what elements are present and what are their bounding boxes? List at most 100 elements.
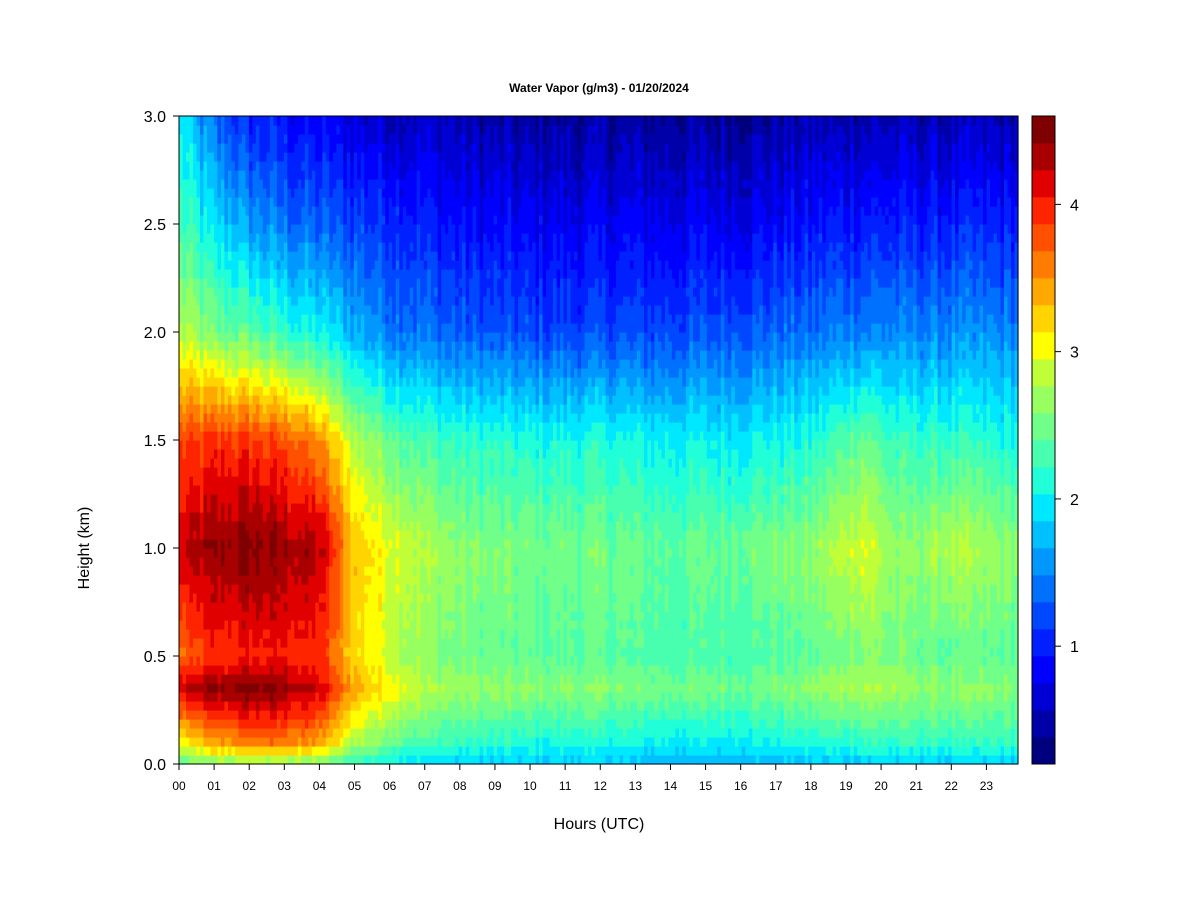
heatmap-cell xyxy=(276,359,281,369)
heatmap-cell xyxy=(259,305,264,315)
heatmap-cell xyxy=(179,368,184,378)
heatmap-cell xyxy=(213,143,219,153)
heatmap-cell xyxy=(234,278,240,288)
heatmap-cell xyxy=(420,557,425,567)
heatmap-cell xyxy=(210,116,215,126)
heatmap-cell xyxy=(203,575,208,585)
heatmap-cell xyxy=(206,332,212,342)
heatmap-cell xyxy=(234,620,240,630)
heatmap-cell xyxy=(231,494,236,504)
heatmap-cell xyxy=(210,539,215,549)
heatmap-cell xyxy=(329,521,334,531)
heatmap-cell xyxy=(199,206,205,216)
heatmap-cell xyxy=(395,251,400,261)
heatmap-cell xyxy=(262,629,267,639)
heatmap-cell xyxy=(364,530,369,540)
heatmap-cell xyxy=(266,224,271,234)
heatmap-cell xyxy=(255,404,261,414)
heatmap-cell xyxy=(339,242,344,252)
heatmap-cell xyxy=(392,530,397,540)
heatmap-cell xyxy=(304,143,309,153)
heatmap-cell xyxy=(206,215,212,225)
heatmap-cell xyxy=(179,260,184,270)
heatmap-cell xyxy=(381,476,386,486)
heatmap-cell xyxy=(245,170,250,180)
heatmap-cell xyxy=(416,593,421,603)
heatmap-cell xyxy=(245,638,250,648)
heatmap-cell xyxy=(346,134,351,144)
heatmap-cell xyxy=(402,746,407,756)
heatmap-cell xyxy=(301,278,306,288)
heatmap-cell xyxy=(294,386,299,396)
heatmap-cell xyxy=(392,647,397,657)
heatmap-cell xyxy=(206,719,212,729)
heatmap-cell xyxy=(311,125,316,135)
heatmap-cell xyxy=(269,278,274,288)
heatmap-cell xyxy=(238,521,243,531)
heatmap-cell xyxy=(203,494,208,504)
heatmap-cell xyxy=(416,476,421,486)
heatmap-cell xyxy=(287,413,292,423)
heatmap-cell xyxy=(336,647,341,657)
heatmap-cell xyxy=(402,737,407,747)
heatmap-cell xyxy=(199,233,205,243)
heatmap-cell xyxy=(395,323,400,333)
heatmap-cell xyxy=(413,494,418,504)
heatmap-cell xyxy=(329,251,334,261)
heatmap-cell xyxy=(203,269,208,279)
heatmap-cell xyxy=(196,620,201,630)
heatmap-cell xyxy=(290,629,295,639)
heatmap-cell xyxy=(308,710,313,720)
heatmap-cell xyxy=(245,728,250,738)
heatmap-cell xyxy=(374,557,379,567)
heatmap-cell xyxy=(336,467,341,477)
heatmap-cell xyxy=(364,728,369,738)
heatmap-cell xyxy=(192,179,198,189)
heatmap-cell xyxy=(315,656,320,666)
heatmap-cell xyxy=(210,710,215,720)
heatmap-cell xyxy=(276,143,281,153)
heatmap-cell xyxy=(287,611,292,621)
heatmap-cell xyxy=(374,449,379,459)
heatmap-cell xyxy=(231,521,236,531)
heatmap-cell xyxy=(220,584,226,594)
heatmap-cell xyxy=(290,719,295,729)
heatmap-cell xyxy=(315,710,320,720)
heatmap-cell xyxy=(185,593,191,603)
heatmap-cell xyxy=(294,449,299,459)
heatmap-cell xyxy=(385,287,390,297)
heatmap-cell xyxy=(217,350,222,360)
heatmap-cell xyxy=(406,701,411,711)
heatmap-cell xyxy=(374,314,379,324)
heatmap-cell xyxy=(388,692,393,702)
heatmap-cell xyxy=(378,260,383,270)
heatmap-cell xyxy=(406,755,411,765)
heatmap-cell xyxy=(350,737,355,747)
heatmap-cell xyxy=(399,611,404,621)
heatmap-cell xyxy=(378,233,383,243)
heatmap-cell xyxy=(343,215,348,225)
heatmap-cell xyxy=(276,548,281,558)
heatmap-cell xyxy=(308,287,313,297)
heatmap-cell xyxy=(325,485,330,495)
heatmap-cell xyxy=(217,278,222,288)
heatmap-cell xyxy=(238,359,243,369)
heatmap-cell xyxy=(364,242,369,252)
heatmap-cell xyxy=(294,593,299,603)
heatmap-cell xyxy=(388,647,393,657)
heatmap-cell xyxy=(416,629,421,639)
heatmap-cell xyxy=(311,179,316,189)
heatmap-cell xyxy=(409,179,414,189)
heatmap-cell xyxy=(360,638,365,648)
heatmap-cell xyxy=(217,341,222,351)
heatmap-cell xyxy=(206,755,212,765)
heatmap-cell xyxy=(248,719,254,729)
heatmap-cell xyxy=(179,485,184,495)
heatmap-cell xyxy=(308,350,313,360)
heatmap-cell xyxy=(241,386,247,396)
heatmap-cell xyxy=(241,368,247,378)
heatmap-cell xyxy=(217,440,222,450)
heatmap-cell xyxy=(182,557,187,567)
heatmap-cell xyxy=(392,368,397,378)
heatmap-cell xyxy=(406,287,411,297)
